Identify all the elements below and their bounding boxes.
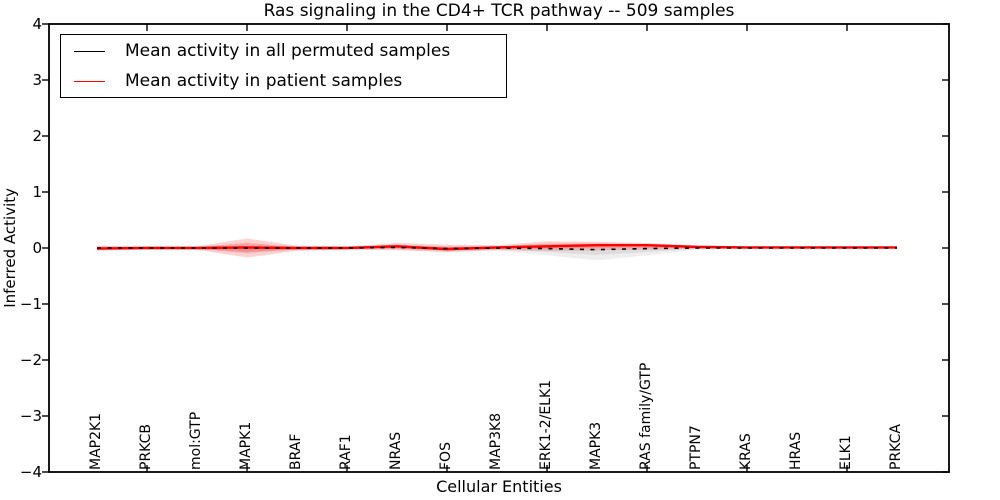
y-tick-label: 0 <box>32 239 42 257</box>
y-tick-label: −3 <box>19 407 42 425</box>
category-label: ELK1 <box>838 435 854 470</box>
y-tick-label: 3 <box>32 71 42 89</box>
category-label: BRAF <box>288 433 304 470</box>
chart-title: Ras signaling in the CD4+ TCR pathway --… <box>263 1 735 21</box>
legend-item-permuted: Mean activity in all permuted samples <box>61 36 506 66</box>
y-tick-label: −2 <box>19 351 42 369</box>
legend-item-patient: Mean activity in patient samples <box>61 66 506 96</box>
category-label: MAP3K8 <box>488 412 504 470</box>
category-label: PRKCB <box>138 424 154 470</box>
category-label: HRAS <box>788 431 804 470</box>
category-label: mol:GTP <box>188 411 204 470</box>
y-tick-label: 4 <box>32 15 42 33</box>
legend: Mean activity in all permuted samples Me… <box>60 34 507 98</box>
category-label: RAF1 <box>338 434 354 470</box>
category-label: ERK1-2/ELK1 <box>538 379 554 470</box>
category-label: PTPN7 <box>688 425 704 470</box>
category-label: RAS family/GTP <box>638 362 654 470</box>
x-axis-label: Cellular Entities <box>436 477 562 496</box>
y-tick-label: −1 <box>19 295 42 313</box>
category-label: KRAS <box>738 433 754 470</box>
category-label: NRAS <box>388 431 404 470</box>
y-tick-label: 1 <box>32 183 42 201</box>
y-tick-label: −4 <box>19 463 42 481</box>
permuted-line-sample-icon <box>74 50 105 52</box>
category-label: MAP2K1 <box>88 412 104 470</box>
category-label: FOS <box>438 442 454 470</box>
patient-line-sample-icon <box>74 80 105 82</box>
category-label: PRKCA <box>888 424 904 470</box>
category-label: MAPK1 <box>238 421 254 470</box>
legend-label-patient: Mean activity in patient samples <box>125 71 403 91</box>
legend-label-permuted: Mean activity in all permuted samples <box>125 41 451 61</box>
category-label: MAPK3 <box>588 421 604 470</box>
permuted-mean-line <box>97 246 897 251</box>
y-tick-label: 2 <box>32 127 42 145</box>
